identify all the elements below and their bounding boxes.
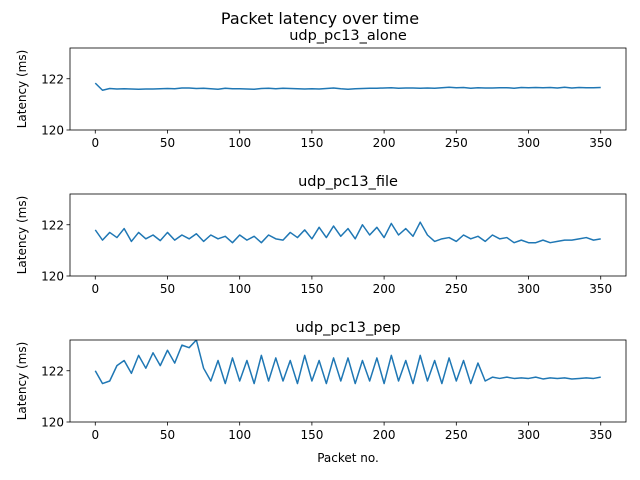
x-tick-label: 300 (517, 282, 540, 296)
x-tick-label: 150 (300, 136, 323, 150)
subplot-3: 0 50 100 150 200 250 300 350 120 122 udp_pc13_pep L… (15, 320, 627, 465)
axes-frame (69, 47, 627, 131)
x-axis-label: Packet no. (317, 451, 379, 465)
y-axis-label: Latency (ms) (15, 342, 29, 421)
y-tick-label: 120 (41, 270, 64, 284)
subplot-title: udp_pc13_pep (295, 320, 400, 336)
y-axis-label: Latency (ms) (15, 196, 29, 275)
x-tick-label: 150 (300, 282, 323, 296)
x-tick-label: 200 (373, 282, 396, 296)
subplot-1: 0 50 100 150 200 250 300 350 120 122 udp_pc13_alon… (15, 28, 627, 150)
y-tick-label: 122 (41, 364, 64, 378)
x-tick-label: 50 (160, 136, 175, 150)
x-tick-label: 200 (373, 428, 396, 442)
x-tick-label: 250 (445, 428, 468, 442)
y-tick-label: 120 (41, 124, 64, 138)
axes-frame (69, 193, 627, 277)
figure-suptitle: Packet latency over time (221, 9, 419, 28)
x-tick-label: 0 (91, 428, 99, 442)
x-tick-label: 0 (91, 282, 99, 296)
y-axis-label: Latency (ms) (15, 50, 29, 129)
x-tick-label: 100 (228, 282, 251, 296)
x-tick-label: 300 (517, 428, 540, 442)
x-tick-label: 200 (373, 136, 396, 150)
series-line (94, 340, 601, 385)
y-tick-label: 122 (41, 72, 64, 86)
y-tick-label: 122 (41, 218, 64, 232)
x-tick-label: 250 (445, 136, 468, 150)
x-tick-label: 350 (589, 282, 612, 296)
x-tick-label: 350 (589, 136, 612, 150)
x-tick-label: 50 (160, 428, 175, 442)
y-tick-label: 120 (41, 416, 64, 430)
x-tick-label: 300 (517, 136, 540, 150)
x-tick-label: 250 (445, 282, 468, 296)
axes-frame (69, 339, 627, 423)
subplot-title: udp_pc13_file (298, 174, 398, 190)
x-tick-label: 350 (589, 428, 612, 442)
subplot-2: 0 50 100 150 200 250 300 350 120 122 udp_pc13_file… (15, 174, 627, 296)
x-tick-label: 50 (160, 282, 175, 296)
series-line (94, 221, 601, 244)
series-line (94, 82, 601, 92)
x-tick-label: 100 (228, 136, 251, 150)
x-tick-label: 150 (300, 428, 323, 442)
x-tick-label: 100 (228, 428, 251, 442)
x-tick-label: 0 (91, 136, 99, 150)
subplot-title: udp_pc13_alone (289, 28, 407, 44)
